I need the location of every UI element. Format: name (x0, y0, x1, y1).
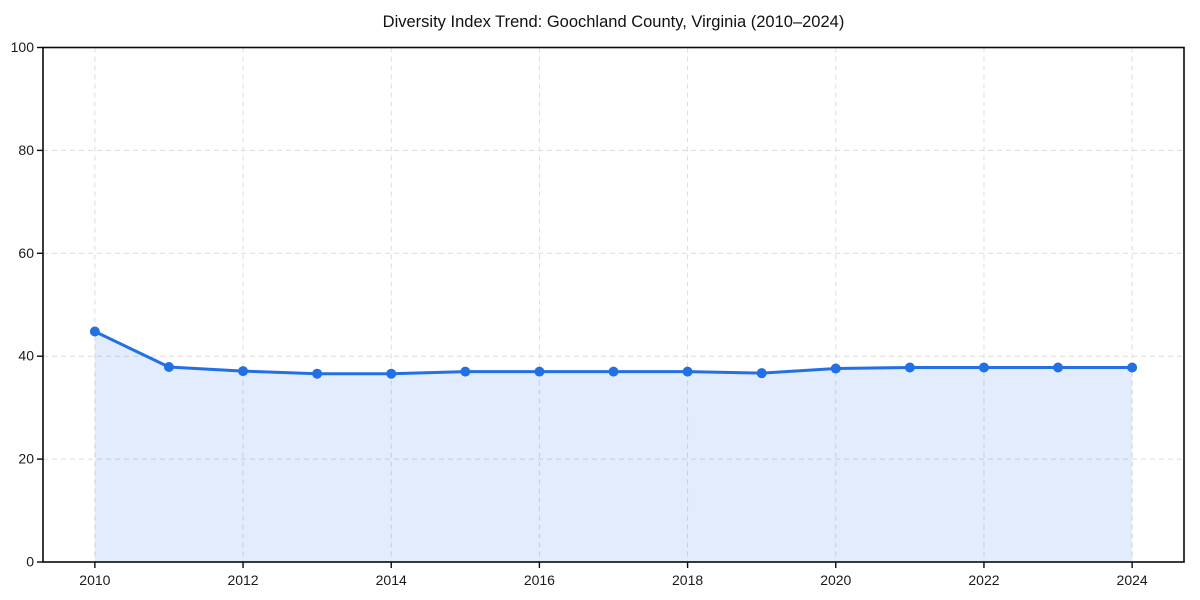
axes-spines (42, 46, 1185, 563)
data-point-marker[interactable] (608, 366, 619, 377)
y-tick-label: 40 (18, 348, 34, 364)
x-tick-label: 2022 (968, 572, 999, 588)
data-point-markers (89, 326, 1138, 379)
x-tick-label: 2016 (524, 572, 555, 588)
data-point-marker[interactable] (1127, 362, 1138, 373)
x-tick-label: 2012 (227, 572, 258, 588)
data-point-marker[interactable] (163, 362, 174, 373)
x-tick-label: 2018 (672, 572, 703, 588)
data-point-marker[interactable] (386, 368, 397, 379)
data-point-marker[interactable] (756, 368, 767, 379)
data-point-marker[interactable] (238, 366, 249, 377)
data-point-marker[interactable] (682, 366, 693, 377)
x-axis: 2010 2012 2014 2016 2018 2020 2022 2024 (79, 562, 1148, 588)
data-point-marker[interactable] (978, 362, 989, 373)
data-point-marker[interactable] (460, 366, 471, 377)
data-point-marker[interactable] (1053, 362, 1064, 373)
x-tick-label: 2024 (1117, 572, 1148, 588)
area-fill (94, 331, 1133, 562)
y-tick-label: 80 (18, 142, 34, 158)
chart-title: Diversity Index Trend: Goochland County,… (382, 13, 845, 31)
data-point-marker[interactable] (830, 363, 841, 374)
y-tick-label: 60 (18, 245, 34, 261)
x-tick-label: 2010 (79, 572, 110, 588)
data-point-marker[interactable] (534, 366, 545, 377)
y-axis: 0 20 40 60 80 100 (11, 39, 43, 570)
data-point-marker[interactable] (904, 362, 915, 373)
y-tick-label: 0 (26, 554, 34, 570)
data-point-marker[interactable] (312, 368, 323, 379)
y-tick-label: 20 (18, 451, 34, 467)
x-tick-label: 2020 (820, 572, 851, 588)
y-tick-label: 100 (11, 39, 35, 55)
data-point-marker[interactable] (89, 326, 100, 337)
x-tick-label: 2014 (376, 572, 407, 588)
